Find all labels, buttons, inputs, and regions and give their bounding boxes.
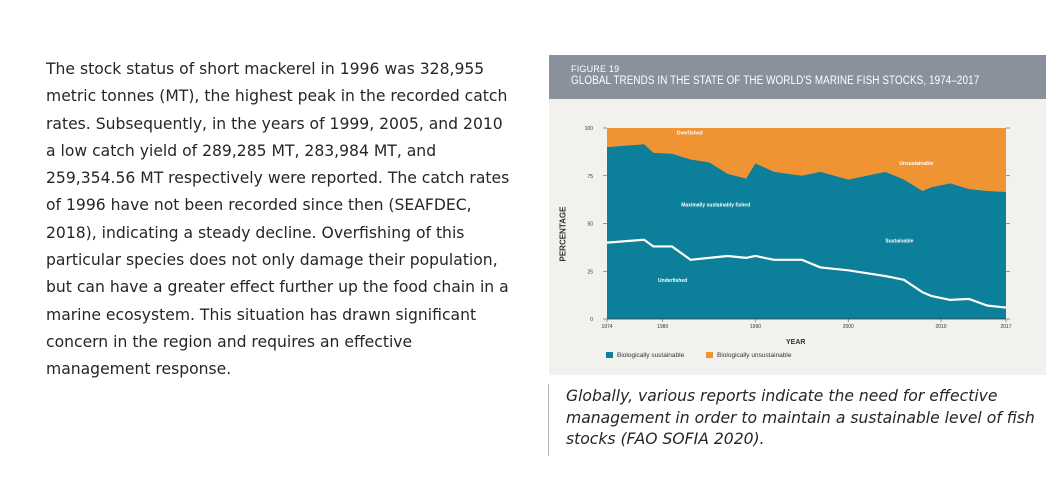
y-tick-label-50: 50 — [587, 222, 593, 228]
sustainable-area — [607, 144, 1006, 319]
x-axis-label: YEAR — [786, 339, 806, 346]
figure-title: GLOBAL TRENDS IN THE STATE OF THE WORLD'… — [571, 75, 980, 87]
annotation-overfished: Overfished — [677, 131, 703, 137]
x-tick-label-1974: 1974 — [601, 324, 612, 330]
figure-caption: Globally, various reports indicate the n… — [566, 387, 1035, 448]
x-tick-label-2017: 2017 — [1000, 324, 1011, 330]
maximally-sustainable-line — [606, 238, 1007, 309]
legend-item-sustainable: Biologically sustainable — [606, 352, 684, 359]
x-tick-label-1990: 1990 — [750, 324, 761, 330]
legend-swatch-sustainable — [606, 352, 613, 358]
chart-legend: Biologically sustainable Biologically un… — [606, 352, 811, 359]
y-tick-label-0: 0 — [590, 317, 593, 323]
legend-item-unsustainable: Biologically unsustainable — [706, 352, 791, 359]
x-tick-label-2010: 2010 — [935, 324, 946, 330]
y-tick-label-75: 75 — [587, 174, 593, 180]
y-tick-label-100: 100 — [585, 126, 594, 132]
legend-label-sustainable: Biologically sustainable — [617, 352, 685, 359]
x-tick-label-2000: 2000 — [843, 324, 854, 330]
annotation-sustainable: Sustainable — [885, 239, 913, 245]
annotation-unsustainable: Unsustainable — [899, 161, 933, 167]
y-tick-label-25: 25 — [587, 269, 593, 275]
caption-divider — [548, 384, 549, 456]
annotation-maximally-sustainably-fished: Maximally sustainably fished — [681, 202, 750, 208]
legend-label-unsustainable: Biologically unsustainable — [717, 352, 792, 359]
annotation-underfished: Underfished — [658, 278, 687, 284]
x-tick-label-1980: 1980 — [657, 324, 668, 330]
figure-header: FIGURE 19 GLOBAL TRENDS IN THE STATE OF … — [549, 55, 1046, 99]
figure-number: FIGURE 19 — [571, 64, 620, 74]
legend-swatch-unsustainable — [706, 352, 714, 358]
fish-stocks-chart: 0 25 50 75 100 1974 1980 1990 2000 2010 2017 Overfi… — [585, 126, 1012, 330]
figure-panel: FIGURE 19 GLOBAL TRENDS IN THE STATE OF … — [549, 55, 1046, 375]
body-paragraph: The stock status of short mackerel in 19… — [46, 60, 510, 379]
